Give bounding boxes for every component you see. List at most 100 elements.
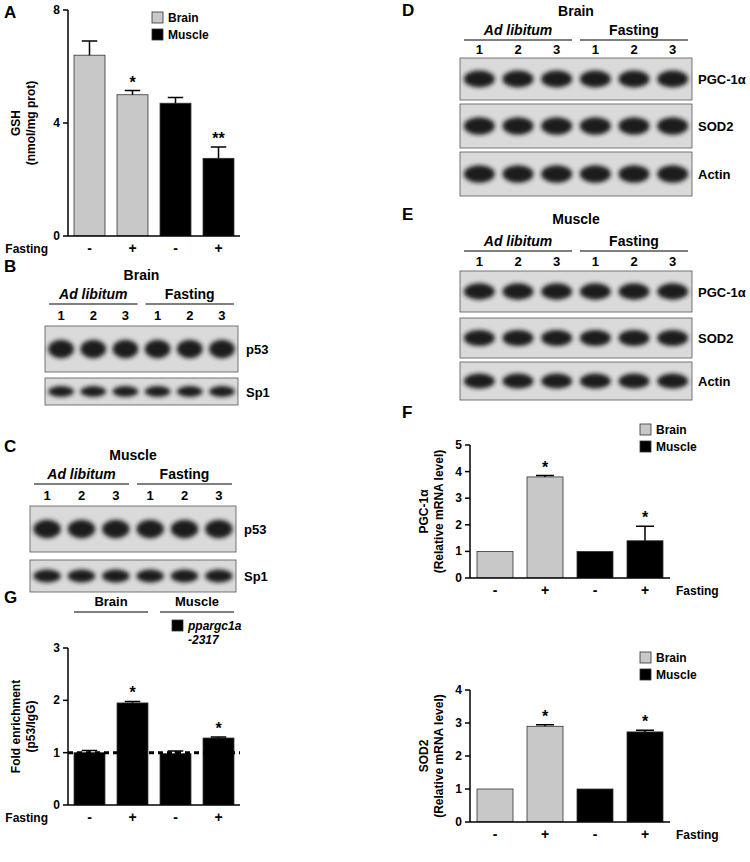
significance: ** — [212, 130, 225, 147]
band — [136, 520, 163, 538]
y-tick-label: 4 — [53, 116, 60, 130]
band — [619, 117, 650, 135]
row-label: SOD2 — [698, 331, 733, 346]
band — [80, 386, 106, 397]
bands — [464, 71, 688, 88]
y-tick-label: 5 — [455, 438, 462, 452]
lane-label: 1 — [57, 308, 64, 323]
x-tick-label: - — [493, 826, 498, 842]
y-label: SOD2(Relative mRNA level) — [417, 694, 446, 818]
y-tick — [63, 752, 68, 754]
bar — [160, 103, 191, 236]
legend: BrainMuscle — [640, 651, 697, 682]
band — [145, 386, 171, 397]
band — [541, 330, 572, 346]
error-bar — [125, 701, 140, 703]
group-line — [146, 303, 235, 304]
lane-label: 2 — [630, 254, 637, 269]
band — [619, 373, 650, 388]
band — [541, 283, 572, 299]
reference-line — [68, 751, 240, 754]
blot-strip — [460, 104, 692, 148]
y-tick-label: 4 — [455, 465, 462, 479]
blot: DBrainAd libitumFasting123123PGC-1αSOD2A… — [402, 1, 746, 196]
x-tick-label: - — [493, 582, 498, 598]
y-tick — [465, 444, 470, 446]
panel-letter: G — [4, 588, 17, 607]
legend-label: Brain — [656, 423, 687, 437]
error-bar — [211, 737, 226, 738]
legend-swatch — [640, 652, 651, 663]
group-line — [74, 611, 148, 612]
y-tick-label: 1 — [455, 544, 462, 558]
y-label-line: PGC-1α — [417, 489, 431, 534]
legend-swatch — [640, 424, 651, 435]
group-line — [49, 303, 138, 304]
lane-label: 3 — [112, 488, 119, 503]
band — [209, 340, 235, 358]
chart: **0123-+-+FastingFold enrichment(p53/IgG… — [4, 588, 242, 825]
y-tick-label: 2 — [455, 749, 462, 763]
error-bar — [211, 147, 226, 158]
lane-label: 2 — [514, 254, 521, 269]
band — [80, 340, 106, 358]
significance: * — [215, 720, 222, 737]
panel-letter: C — [4, 437, 16, 456]
x-axis — [470, 821, 670, 823]
band — [209, 386, 235, 397]
legend-swatch — [152, 12, 163, 23]
group-line — [160, 611, 234, 612]
marks — [477, 725, 663, 822]
band — [113, 386, 139, 397]
lane-label: 1 — [476, 42, 483, 57]
legend-swatch — [640, 669, 651, 680]
x-tick-label: + — [641, 582, 649, 598]
legend-label: Brain — [168, 11, 199, 25]
lane-label: 1 — [44, 488, 51, 503]
y-tick — [465, 471, 470, 473]
band — [102, 520, 129, 538]
band — [68, 520, 95, 538]
marks — [74, 41, 234, 236]
band — [503, 71, 534, 88]
significance: * — [642, 509, 649, 526]
legend: BrainMuscle — [640, 423, 697, 454]
row-label: PGC-1α — [698, 285, 746, 300]
y-tick — [63, 700, 68, 702]
bar — [74, 55, 105, 236]
band — [464, 117, 495, 135]
band — [177, 386, 203, 397]
group-label: Brain — [94, 594, 127, 609]
band — [541, 71, 572, 88]
row-label: Actin — [698, 167, 731, 182]
lane-label: 2 — [78, 488, 85, 503]
error-bar — [125, 91, 140, 95]
bands — [464, 165, 688, 183]
band — [580, 283, 611, 299]
x-label: Fasting — [5, 242, 48, 256]
group-line — [137, 483, 232, 484]
band — [580, 165, 611, 183]
band — [657, 283, 688, 299]
y-tick — [465, 788, 470, 790]
x-tick-label: - — [173, 240, 178, 256]
x-tick-label: + — [541, 826, 549, 842]
band — [657, 373, 688, 388]
x-tick-label: + — [214, 809, 222, 825]
lane-label: 2 — [630, 42, 637, 57]
bar — [477, 551, 513, 578]
blot-strip — [460, 58, 692, 100]
bands — [464, 117, 688, 135]
band — [33, 570, 60, 583]
band — [464, 283, 495, 299]
group-line — [580, 250, 688, 251]
band — [464, 165, 495, 183]
lane-label: 3 — [122, 308, 129, 323]
lane-label: 1 — [592, 254, 599, 269]
blot-title: Muscle — [552, 211, 600, 227]
y-label: PGC-1α(Relative mRNA level) — [417, 450, 446, 574]
x-tick-label: - — [173, 809, 178, 825]
y-tick-label: 3 — [53, 641, 60, 655]
band — [619, 330, 650, 346]
chart: **01234-+-+FastingSOD2(Relative mRNA lev… — [417, 651, 719, 842]
